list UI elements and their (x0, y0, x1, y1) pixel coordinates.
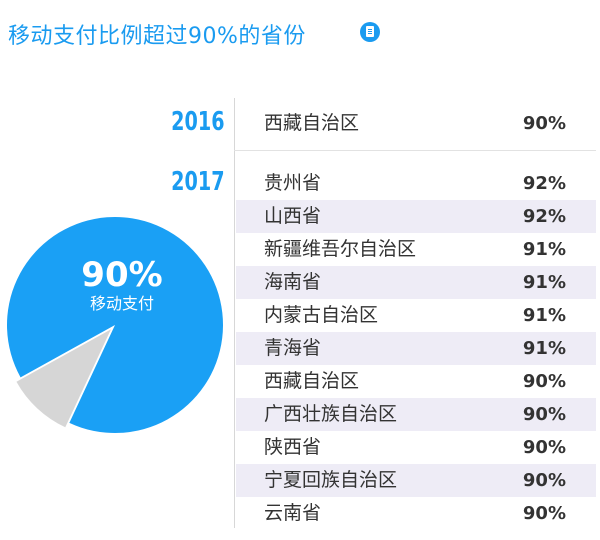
table-row: 陕西省 90% (236, 431, 596, 464)
year-label-2016: 2016 (171, 107, 225, 137)
province-name: 山西省 (264, 205, 322, 227)
table-row: 海南省 91% (236, 266, 596, 299)
table-divider-horizontal (234, 150, 596, 151)
province-value: 91% (522, 272, 566, 293)
province-name: 海南省 (264, 271, 322, 293)
province-value: 91% (522, 305, 566, 326)
table-row: 青海省 91% (236, 332, 596, 365)
province-name: 贵州省 (264, 172, 322, 194)
province-name: 西藏自治区 (264, 112, 360, 134)
pie-slice-mobile-payment (6, 217, 223, 433)
table-row: 宁夏回族自治区 90% (236, 464, 596, 497)
province-value: 92% (522, 206, 566, 227)
province-value: 90% (522, 503, 566, 524)
province-value: 90% (522, 437, 566, 458)
province-name: 西藏自治区 (264, 370, 360, 392)
province-name: 内蒙古自治区 (264, 304, 379, 326)
province-value: 90% (522, 113, 566, 134)
page-title: 移动支付比例超过90%的省份 (8, 24, 306, 49)
province-name: 宁夏回族自治区 (264, 469, 398, 491)
province-name: 云南省 (264, 502, 322, 524)
province-name: 陕西省 (264, 436, 322, 458)
table-row: 西藏自治区 90% (236, 365, 596, 398)
province-value: 91% (522, 338, 566, 359)
document-icon[interactable] (360, 22, 380, 42)
year-label-2017: 2017 (171, 167, 225, 197)
pie-slice-remainder (16, 329, 111, 428)
pie-chart (6, 217, 223, 433)
province-name: 新疆维吾尔自治区 (264, 238, 417, 260)
pie-category-label: 移动支付 (89, 294, 154, 313)
province-value: 90% (522, 371, 566, 392)
table-row: 西藏自治区 90% (236, 107, 596, 140)
table-divider-vertical (234, 98, 235, 528)
province-value: 90% (522, 470, 566, 491)
table-row: 云南省 90% (236, 497, 596, 530)
table-row: 新疆维吾尔自治区 91% (236, 233, 596, 266)
province-name: 青海省 (264, 337, 322, 359)
province-value: 90% (522, 404, 566, 425)
table-row: 贵州省 92% (236, 167, 596, 200)
province-value: 91% (522, 239, 566, 260)
table-row: 山西省 92% (236, 200, 596, 233)
table-row: 内蒙古自治区 91% (236, 299, 596, 332)
pie-value-label: 90% (81, 255, 163, 295)
table-row: 广西壮族自治区 90% (236, 398, 596, 431)
province-value: 92% (522, 173, 566, 194)
province-name: 广西壮族自治区 (264, 403, 398, 425)
